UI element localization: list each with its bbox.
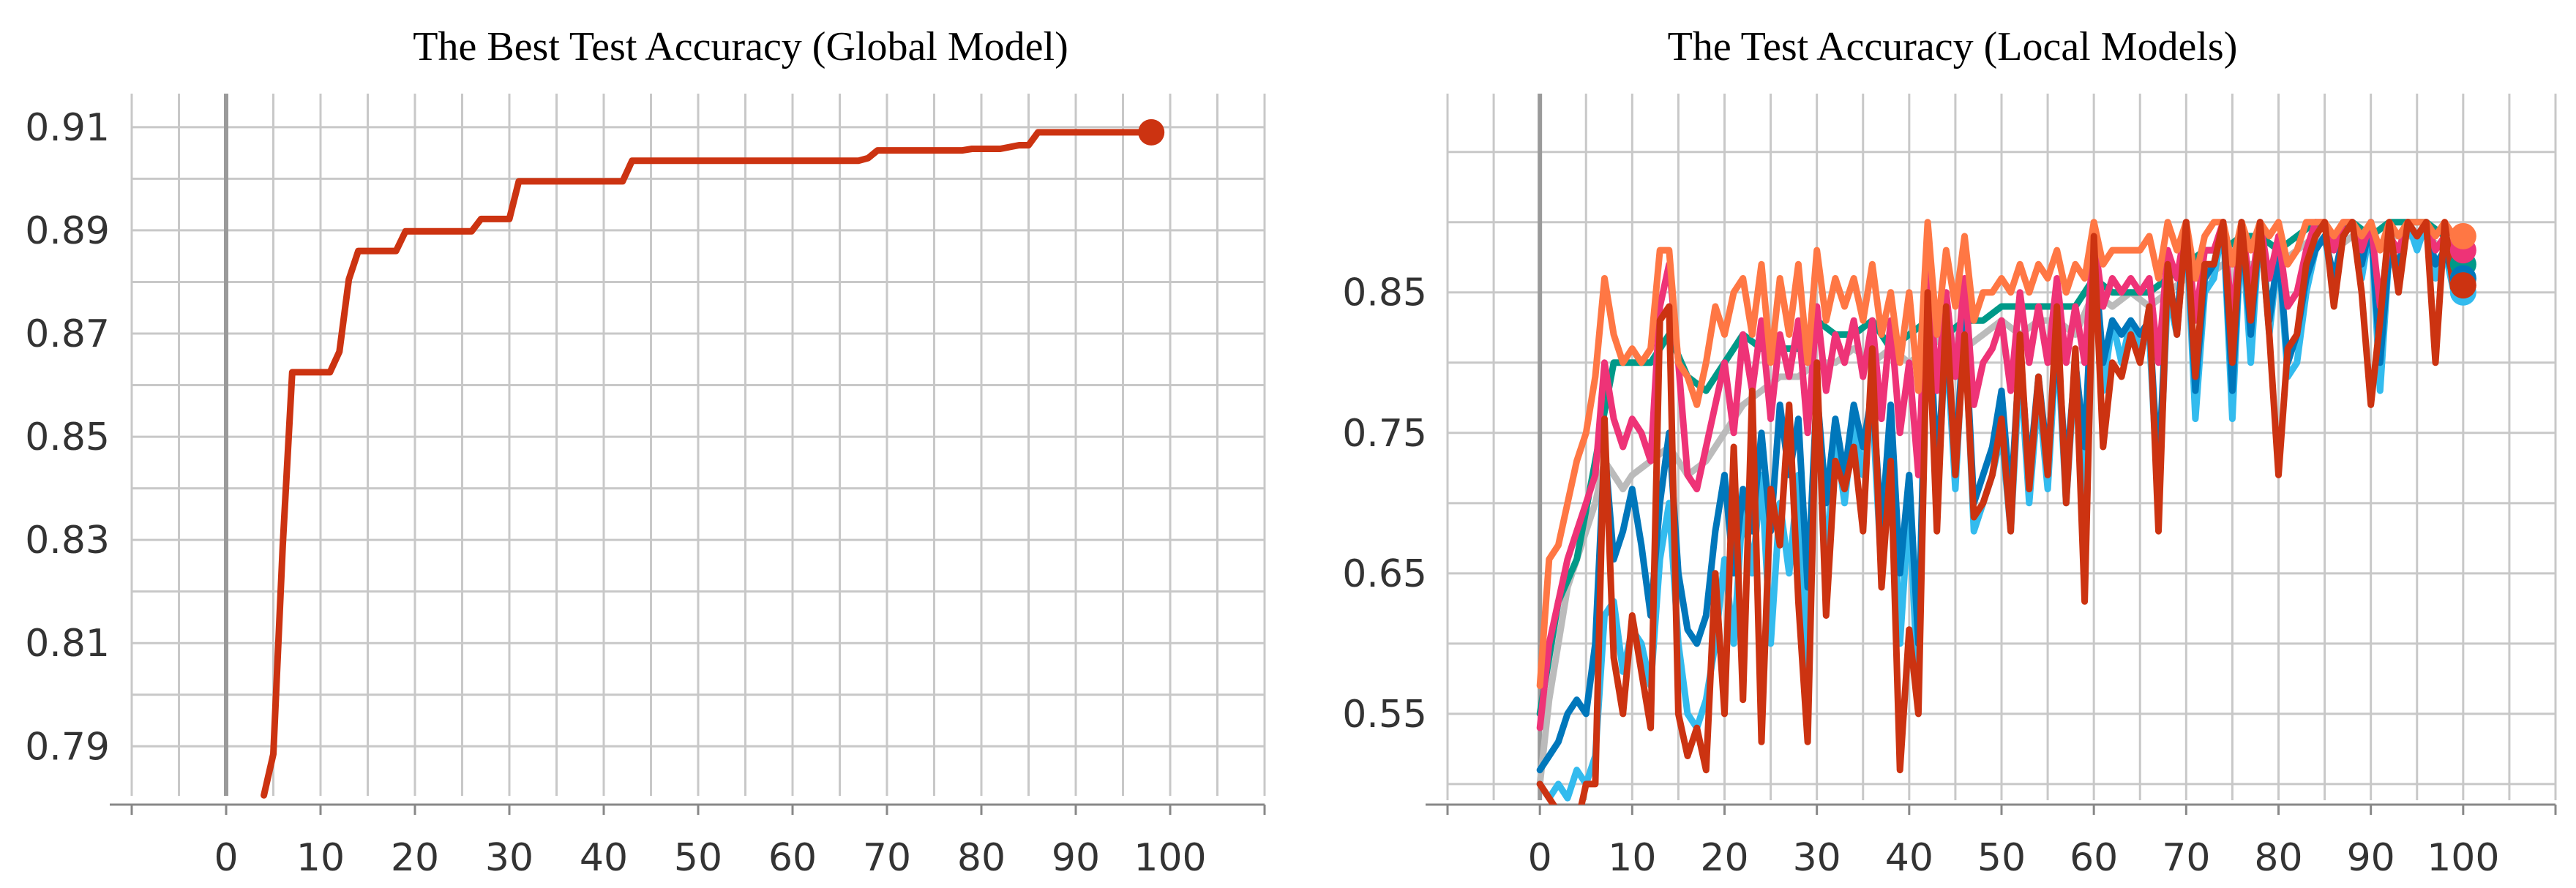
y-tick-label: 0.85: [25, 415, 110, 459]
series-line-3: [1536, 219, 2467, 774]
tick-labels: 0 10 20 30 40 50 60 70 80 90 100 0.79 0.81 0.83 0.85 0.…: [25, 106, 1206, 880]
series-line-5: [1536, 219, 2467, 689]
x-tick-label: 60: [768, 836, 817, 880]
x-tick-label: 70: [863, 836, 911, 880]
tick-labels: 0 10 20 30 40 50 60 70 80 90 100 0.55 0.65 0.75 0.85: [1342, 271, 2499, 880]
x-tick-label: 50: [1977, 836, 2026, 880]
x-tick-label: 10: [296, 836, 345, 880]
x-tick-label: 100: [1134, 836, 1206, 880]
x-tick-label: 0: [1528, 836, 1552, 880]
x-tick-label: 80: [2254, 836, 2302, 880]
y-tick-label: 0.75: [1342, 412, 1427, 456]
last-point-marker: [2449, 272, 2476, 299]
y-tick-label: 0.85: [1342, 271, 1427, 315]
x-tick-label: 100: [2427, 836, 2499, 880]
x-tick-label: 40: [580, 836, 628, 880]
y-tick-label: 0.55: [1342, 693, 1427, 737]
y-tick-label: 0.81: [25, 622, 110, 666]
x-tick-label: 30: [485, 836, 533, 880]
global-accuracy-chart: The Best Test Accuracy (Global Model) 0 1…: [25, 24, 1266, 880]
x-tick-label: 60: [2070, 836, 2118, 880]
x-tick-label: 50: [674, 836, 722, 880]
series-layer: [1536, 219, 2476, 805]
x-tick-label: 90: [1052, 836, 1100, 880]
series-line-6: [1536, 219, 2467, 805]
x-tick-label: 20: [391, 836, 439, 880]
x-tick-label: 20: [1700, 836, 1748, 880]
x-tick-label: 0: [214, 836, 238, 880]
x-tick-label: 90: [2347, 836, 2395, 880]
y-tick-label: 0.89: [25, 209, 110, 253]
y-tick-label: 0.83: [25, 519, 110, 562]
chart-title: The Test Accuracy (Local Models): [1668, 24, 2238, 69]
y-tick-label: 0.79: [25, 725, 110, 769]
last-point-marker: [1138, 118, 1165, 146]
local-accuracy-chart: The Test Accuracy (Local Models) 0 10 20 30…: [1342, 24, 2557, 880]
y-tick-label: 0.91: [25, 106, 110, 150]
grid: [110, 94, 1266, 815]
series-line-4: [1536, 219, 2467, 731]
chart-title: The Best Test Accuracy (Global Model): [413, 24, 1068, 69]
x-tick-label: 40: [1885, 836, 1933, 880]
series-layer: [261, 118, 1165, 799]
x-tick-label: 30: [1793, 836, 1841, 880]
last-point-marker: [2449, 222, 2476, 249]
y-tick-label: 0.65: [1342, 552, 1427, 596]
series-line-1: [1536, 219, 2467, 718]
x-tick-label: 80: [957, 836, 1006, 880]
series-line-0: [261, 129, 1155, 799]
y-tick-label: 0.87: [25, 312, 110, 356]
x-tick-label: 70: [2162, 836, 2210, 880]
x-tick-label: 10: [1608, 836, 1656, 880]
